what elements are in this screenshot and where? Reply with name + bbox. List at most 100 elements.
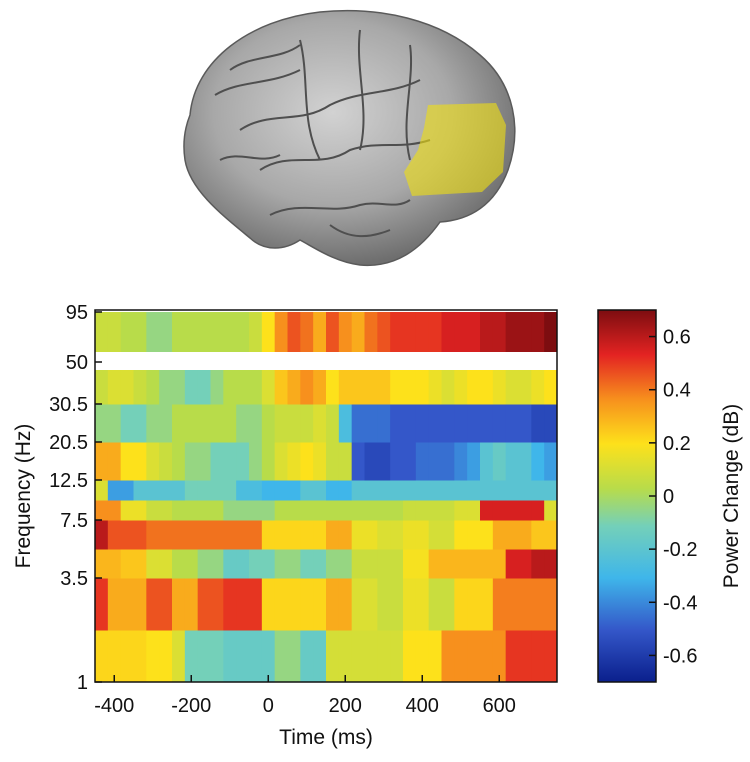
heatmap-cell [480, 578, 494, 631]
heatmap-cell [326, 442, 340, 481]
heatmap-cell [441, 578, 455, 631]
heatmap-cell [95, 630, 109, 683]
heatmap-cell [133, 630, 147, 683]
heatmap-cell [454, 500, 468, 521]
heatmap-cell [133, 370, 147, 405]
heatmap-cell [184, 549, 199, 579]
plot-frame [94, 309, 558, 683]
colorbar-tick-label: -0.2 [663, 539, 697, 561]
heatmap-cell [364, 370, 378, 405]
heatmap-cell [390, 480, 404, 501]
heatmap-cell [313, 578, 327, 631]
heatmap-cell [364, 520, 378, 550]
heatmap-cell [184, 630, 199, 683]
heatmap-cell [236, 549, 250, 579]
heatmap-cell [518, 520, 532, 550]
heatmap-cell [415, 312, 430, 353]
heatmap-cell [261, 312, 276, 353]
heatmap-cell [326, 520, 340, 550]
heatmap-cell [467, 500, 481, 521]
colorbar-ticks: -0.6 -0.4 -0.2 0 0.2 0.4 0.6 [649, 327, 697, 667]
heatmap-cell [467, 312, 481, 353]
heatmap-cell [492, 442, 507, 481]
heatmap-cell [390, 500, 404, 521]
heatmap-cell [403, 312, 417, 353]
heatmap-cell [403, 630, 417, 683]
heatmap-cell [377, 578, 391, 631]
heatmap-cell [467, 578, 481, 631]
heatmap [95, 312, 558, 683]
heatmap-cell [210, 312, 224, 353]
heatmap-cell [300, 630, 314, 683]
heatmap-cell [120, 520, 134, 550]
heatmap-cell [480, 442, 494, 481]
heatmap-cell [351, 520, 365, 550]
heatmap-cell [441, 442, 455, 481]
heatmap-cell [172, 500, 186, 521]
heatmap-cell [480, 630, 494, 683]
heatmap-cell [184, 370, 199, 405]
heatmap-cell [544, 500, 558, 521]
heatmap-cell [492, 404, 507, 443]
heatmap-cell [300, 549, 314, 579]
heatmap-cell [133, 500, 147, 521]
heatmap-cell [326, 370, 340, 405]
brain-illustration [183, 9, 516, 267]
x-tick-label: 600 [483, 695, 516, 717]
heatmap-cell [95, 500, 109, 521]
y-tick-label: 7.5 [60, 510, 88, 532]
heatmap-cell [441, 370, 455, 405]
heatmap-cell [197, 520, 211, 550]
heatmap-cell [120, 549, 134, 579]
heatmap-cell [159, 549, 173, 579]
heatmap-cell [146, 630, 160, 683]
heatmap-cell [467, 370, 481, 405]
heatmap-cell [210, 630, 224, 683]
heatmap-cell [274, 520, 288, 550]
heatmap-cell [428, 520, 442, 550]
heatmap-cell [210, 500, 224, 521]
heatmap-cell [313, 442, 327, 481]
heatmap-cell [364, 480, 378, 501]
heatmap-cell [492, 312, 507, 353]
heatmap-cell [120, 370, 134, 405]
heatmap-cell [403, 549, 417, 579]
heatmap-cell [377, 480, 391, 501]
heatmap-cell [531, 480, 545, 501]
heatmap-cell [261, 520, 276, 550]
heatmap-cell [454, 370, 468, 405]
heatmap-cell [184, 312, 199, 353]
heatmap-cell [467, 404, 481, 443]
heatmap-cell [390, 630, 404, 683]
y-axis-label: Frequency (Hz) [12, 424, 35, 569]
heatmap-cell [531, 520, 545, 550]
heatmap-cell [107, 312, 122, 353]
heatmap-cell [428, 578, 442, 631]
heatmap-cell [544, 630, 558, 683]
heatmap-cell [441, 520, 455, 550]
heatmap-cell [274, 480, 288, 501]
heatmap-cell [95, 578, 109, 631]
heatmap-cell [377, 404, 391, 443]
heatmap-cell [531, 404, 545, 443]
heatmap-cell [210, 404, 224, 443]
heatmap-cell [249, 520, 263, 550]
heatmap-cell [261, 578, 276, 631]
heatmap-cell [390, 520, 404, 550]
y-axis: 1 3.5 7.5 12.5 20.5 30.5 50 95 [49, 302, 102, 694]
heatmap-cell [300, 442, 314, 481]
heatmap-cell [210, 442, 224, 481]
colorbar-tick-label: 0.4 [663, 380, 691, 402]
heatmap-cell [377, 520, 391, 550]
y-tick-label: 50 [66, 352, 88, 374]
heatmap-cell [159, 578, 173, 631]
heatmap-cell [518, 480, 532, 501]
heatmap-cell [364, 630, 378, 683]
heatmap-cell [505, 549, 519, 579]
heatmap-cell [249, 404, 263, 443]
heatmap-cell [364, 442, 378, 481]
heatmap-cell [249, 630, 263, 683]
heatmap-cell [454, 480, 468, 501]
heatmap-cell [197, 404, 211, 443]
heatmap-cell [467, 480, 481, 501]
